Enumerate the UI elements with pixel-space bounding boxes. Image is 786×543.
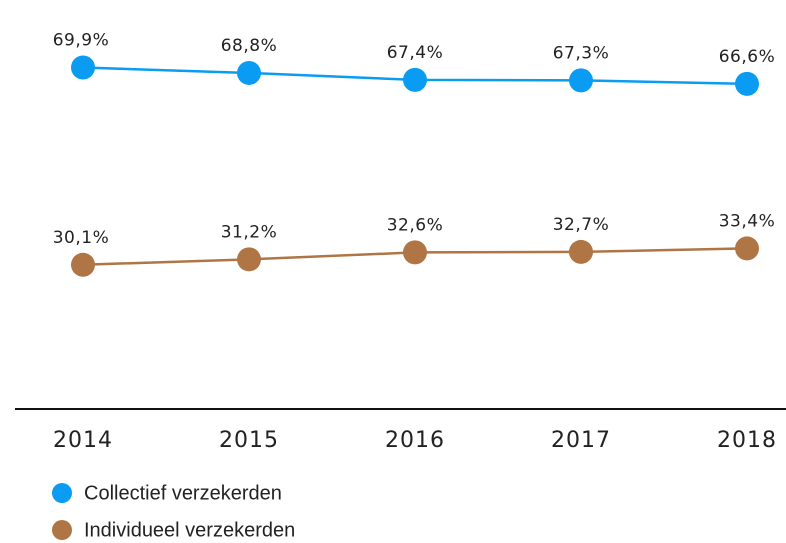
data-point — [71, 55, 95, 80]
data-label: 67,4% — [387, 43, 444, 63]
data-label: 32,6% — [387, 215, 444, 235]
legend-marker — [52, 483, 72, 503]
data-point — [403, 240, 427, 265]
legend-label: Individueel verzekerden — [84, 519, 295, 541]
x-tick-label: 2018 — [717, 428, 777, 453]
data-label: 67,3% — [553, 43, 610, 63]
data-label: 69,9% — [53, 30, 110, 50]
legend-label: Collectief verzekerden — [84, 482, 282, 504]
data-label: 33,4% — [719, 211, 776, 231]
data-point — [569, 68, 593, 93]
data-point — [403, 67, 427, 92]
data-label: 30,1% — [53, 228, 110, 248]
x-tick-label: 2014 — [53, 428, 113, 453]
x-tick-label: 2016 — [385, 428, 445, 453]
x-tick-label: 2015 — [219, 428, 279, 453]
data-label: 66,6% — [719, 47, 776, 67]
data-point — [735, 236, 759, 261]
data-label: 32,7% — [553, 215, 610, 235]
x-tick-label: 2017 — [551, 428, 611, 453]
data-label: 68,8% — [221, 36, 278, 56]
data-point — [569, 239, 593, 264]
legend-marker — [52, 520, 72, 540]
data-label: 31,2% — [221, 222, 278, 242]
data-point — [237, 247, 261, 272]
data-point — [735, 71, 759, 96]
data-point — [237, 60, 261, 85]
data-point — [71, 252, 95, 277]
